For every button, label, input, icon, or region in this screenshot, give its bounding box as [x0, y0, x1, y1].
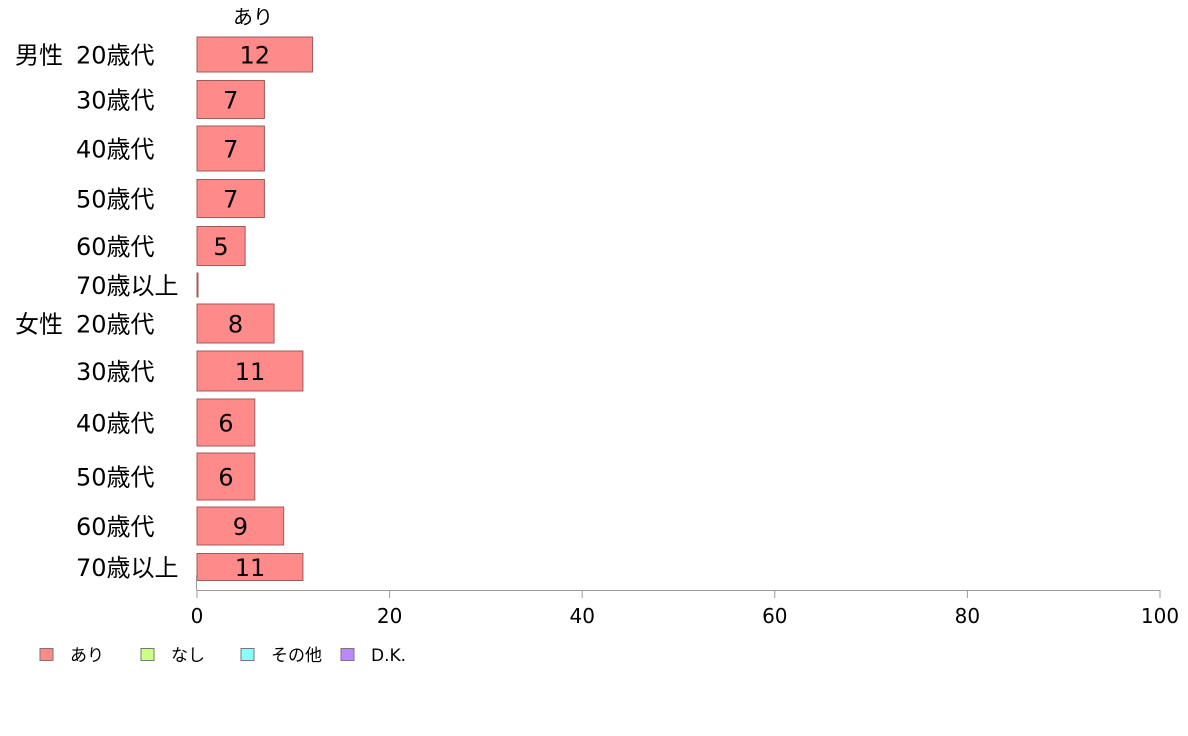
bar — [196, 452, 256, 501]
data-label: 8 — [228, 311, 243, 339]
data-label: 12 — [240, 42, 271, 70]
legend-label: なし — [171, 646, 205, 666]
category-label: 20歳代 — [76, 42, 155, 70]
data-label: 7 — [223, 136, 238, 164]
category-label: 60歳代 — [76, 513, 155, 541]
x-tick-label: 20 — [377, 604, 402, 628]
legend-label: あり — [70, 646, 104, 666]
category-label: 50歳代 — [76, 464, 155, 492]
group-label: 男性 — [15, 42, 63, 70]
data-label: 7 — [223, 87, 238, 115]
bar — [196, 506, 285, 546]
category-label: 70歳以上 — [76, 272, 179, 300]
bar — [196, 350, 304, 392]
legend-swatch — [240, 648, 255, 661]
bar — [196, 226, 246, 266]
data-label: 5 — [213, 233, 228, 261]
category-label: 60歳代 — [76, 233, 155, 261]
x-tick-label: 100 — [1141, 604, 1179, 628]
category-label: 50歳代 — [76, 186, 155, 214]
data-label: 11 — [235, 358, 266, 386]
legend-label: D.K. — [371, 646, 406, 666]
bar — [196, 125, 265, 172]
group-label: 女性 — [15, 311, 63, 339]
category-label: 40歳代 — [76, 410, 155, 438]
x-tick-label: 0 — [191, 604, 204, 628]
data-label: 11 — [235, 554, 266, 582]
category-label: 20歳代 — [76, 311, 155, 339]
bar — [196, 80, 265, 119]
category-label: 30歳代 — [76, 358, 155, 386]
x-tick-label: 60 — [762, 604, 787, 628]
x-tick-label: 40 — [569, 604, 594, 628]
legend-label: その他 — [271, 646, 322, 666]
bar — [196, 179, 265, 218]
data-label: 6 — [218, 410, 233, 438]
legend-swatch — [39, 648, 54, 661]
x-tick-label: 80 — [955, 604, 980, 628]
bar — [196, 303, 275, 344]
category-label: 70歳以上 — [76, 554, 179, 582]
bar — [196, 553, 304, 581]
bar — [196, 398, 256, 447]
bar — [196, 272, 199, 298]
data-label: 7 — [223, 186, 238, 214]
bar — [196, 36, 314, 73]
legend-swatch — [140, 648, 155, 661]
column-header: あり — [233, 5, 273, 29]
category-label: 30歳代 — [76, 87, 155, 115]
legend-swatch — [340, 648, 355, 661]
data-label: 6 — [218, 464, 233, 492]
data-label: 9 — [233, 513, 248, 541]
category-label: 40歳代 — [76, 136, 155, 164]
